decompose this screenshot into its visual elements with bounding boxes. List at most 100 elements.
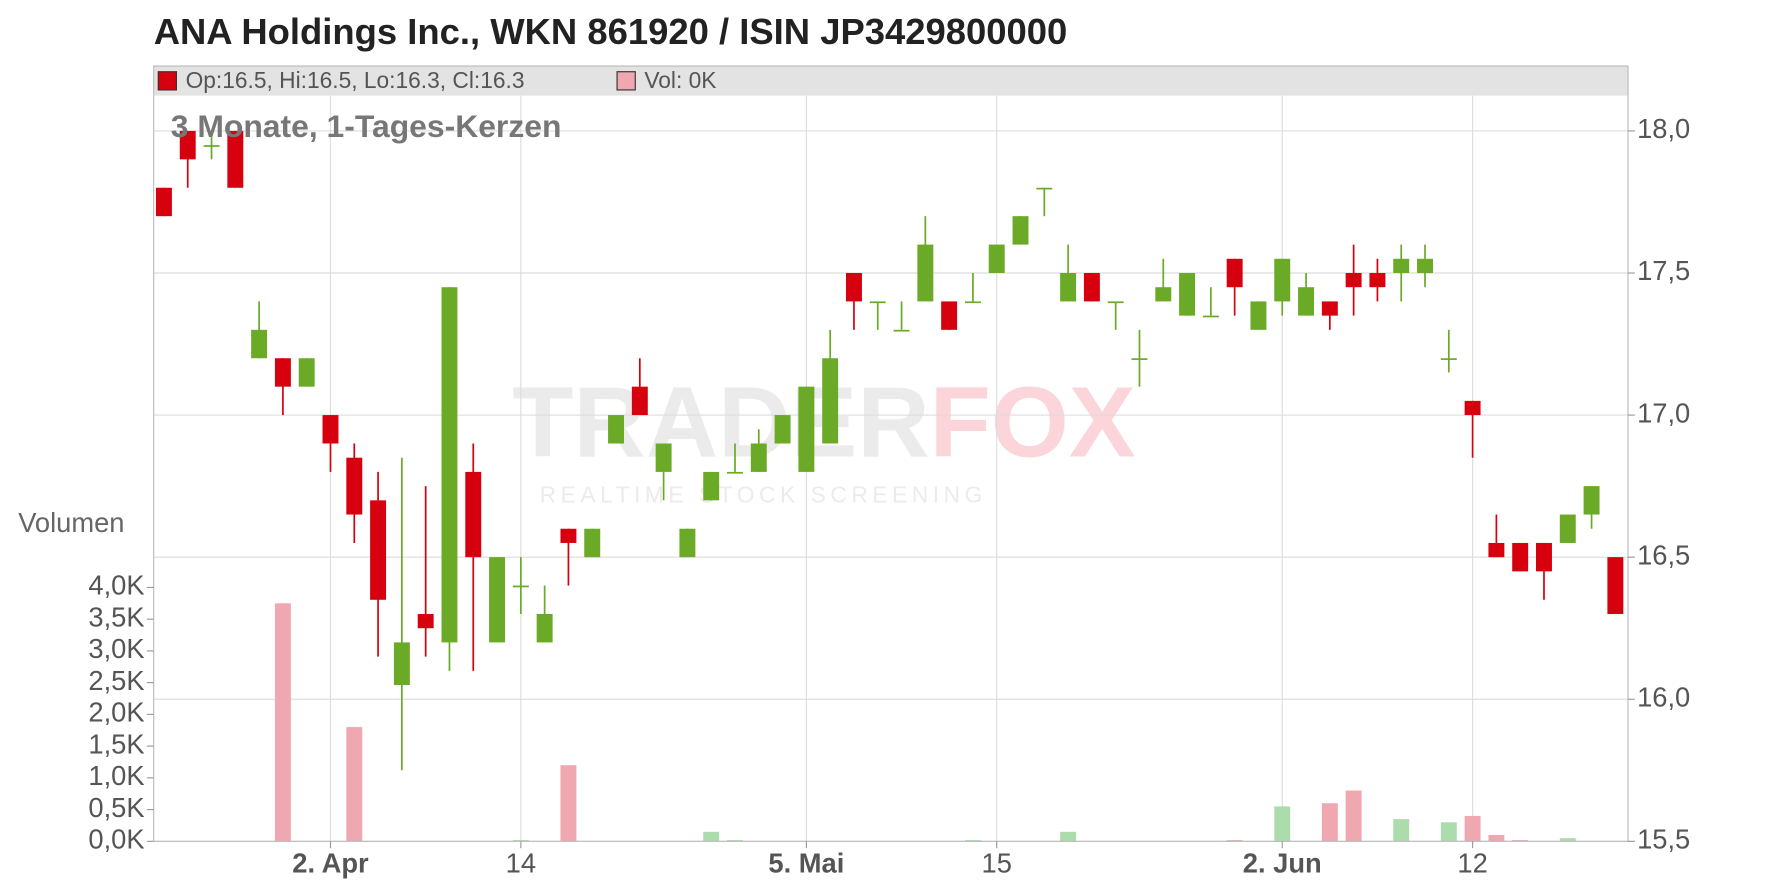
watermark-brand-part: FOX xyxy=(930,367,1136,479)
candle-body xyxy=(1060,273,1077,302)
x-tick-label: 2. Apr xyxy=(292,847,369,878)
candle-body xyxy=(1345,273,1362,288)
chart-title: ANA Holdings Inc., WKN 861920 / ISIN JP3… xyxy=(154,11,1068,52)
volume-bar xyxy=(512,840,529,842)
volume-bar xyxy=(1440,822,1457,842)
candle-body xyxy=(1536,542,1552,572)
candle-body xyxy=(441,287,458,643)
volume-bar xyxy=(1321,803,1338,842)
volume-bar xyxy=(1512,840,1529,842)
candle-body xyxy=(893,329,910,332)
candle-body xyxy=(536,613,553,643)
y-tick-label: 17,5 xyxy=(1637,255,1690,286)
volume-tick-label: 2,0K xyxy=(88,697,144,728)
volume-tick-label: 1,5K xyxy=(88,728,144,759)
volume-axis-label: Volumen xyxy=(18,507,124,538)
x-tick-label: 5. Mai xyxy=(768,847,844,878)
candle-body xyxy=(774,415,791,444)
volume-bar xyxy=(1274,806,1291,842)
candle-body xyxy=(1607,557,1624,614)
candle-body xyxy=(251,329,268,359)
candle-body xyxy=(750,443,767,472)
y-tick-label: 18,0 xyxy=(1637,113,1690,144)
axes: 15,5 16,0 16,5 17,0 17,5 18,0 0,0K0,5K1,0K1,5K… xyxy=(88,113,1690,878)
volume-bar xyxy=(1559,838,1576,842)
candle-body xyxy=(274,358,291,387)
candle-body xyxy=(917,244,934,302)
candle-body xyxy=(988,244,1005,274)
candle-body xyxy=(393,642,410,686)
candle-body xyxy=(1583,486,1600,515)
chart-subtitle: 3 Monate, 1-Tages-Kerzen xyxy=(171,108,562,144)
candle-body xyxy=(1155,287,1172,302)
candle-body xyxy=(1274,258,1291,302)
x-tick-label: 15 xyxy=(982,847,1012,878)
x-tick-label: 2. Jun xyxy=(1243,847,1322,878)
candle-body xyxy=(798,386,815,472)
candle-body xyxy=(1131,358,1148,360)
volume-bar xyxy=(1060,831,1077,842)
candle-body xyxy=(845,273,862,302)
candle-body xyxy=(655,443,672,472)
candle-body xyxy=(584,528,601,558)
y-tick-label: 16,0 xyxy=(1637,681,1690,712)
volume-tick-label: 2,5K xyxy=(88,665,144,696)
candle-body xyxy=(512,585,529,588)
volume-bar xyxy=(1488,834,1505,842)
candle-body xyxy=(1369,273,1386,288)
x-tick-label: 12 xyxy=(1457,847,1487,878)
candle-body xyxy=(1226,258,1243,288)
volume-bar xyxy=(346,727,363,842)
watermark-tagline: REALTIME STOCK SCREENING xyxy=(540,481,987,507)
volume-tick-label: 3,5K xyxy=(88,601,144,632)
candle-body xyxy=(1298,287,1315,316)
candle-body xyxy=(489,557,506,643)
candle-body xyxy=(1202,315,1219,318)
candle-body xyxy=(1417,258,1433,274)
legend-marker xyxy=(616,71,636,91)
y-tick-label: 17,0 xyxy=(1637,397,1690,428)
volume-bar xyxy=(703,831,720,842)
candle-body xyxy=(1179,273,1196,316)
candle-body xyxy=(417,613,434,629)
volume-bar xyxy=(727,840,743,842)
y-tick-label: 15,5 xyxy=(1637,824,1690,855)
candle-body xyxy=(1440,358,1457,360)
volume-tick-label: 0,0K xyxy=(88,824,144,855)
volume-tick-label: 4,0K xyxy=(88,570,144,601)
volume-tick-label: 1,0K xyxy=(88,760,144,791)
candle-body xyxy=(1083,273,1100,302)
candle-body xyxy=(1512,542,1529,572)
candle-body xyxy=(179,130,196,160)
candle-body xyxy=(1488,542,1505,558)
watermark-brand: TRADERFOX xyxy=(512,367,1135,479)
plot-frame xyxy=(153,65,1629,842)
volume-bars xyxy=(274,603,1576,842)
candle-body xyxy=(1250,301,1267,330)
candle-body xyxy=(608,415,624,444)
volume-bar xyxy=(1393,819,1410,842)
volume-bar xyxy=(1464,815,1481,842)
candle-body xyxy=(964,301,981,304)
candle-body xyxy=(1107,301,1124,304)
volume-tick-label: 0,5K xyxy=(88,792,144,823)
watermark-brand-part: TRADER xyxy=(512,367,929,479)
candle-body xyxy=(155,187,172,217)
candles xyxy=(155,130,1624,771)
candle-body xyxy=(1393,258,1410,274)
volume-bar xyxy=(274,603,291,842)
legend-text: Op:16.5, Hi:16.5, Lo:16.3, Cl:16.3 xyxy=(186,67,525,93)
volume-bar xyxy=(1345,790,1362,842)
candle-body xyxy=(1012,216,1029,245)
legend-marker xyxy=(157,71,178,91)
candle-body xyxy=(1036,187,1053,190)
volume-bar xyxy=(1226,840,1243,842)
candle-body xyxy=(1464,400,1481,416)
candle-body xyxy=(346,457,363,515)
candle-body xyxy=(631,386,648,416)
candle-body xyxy=(322,415,339,444)
candle-body xyxy=(679,528,696,558)
